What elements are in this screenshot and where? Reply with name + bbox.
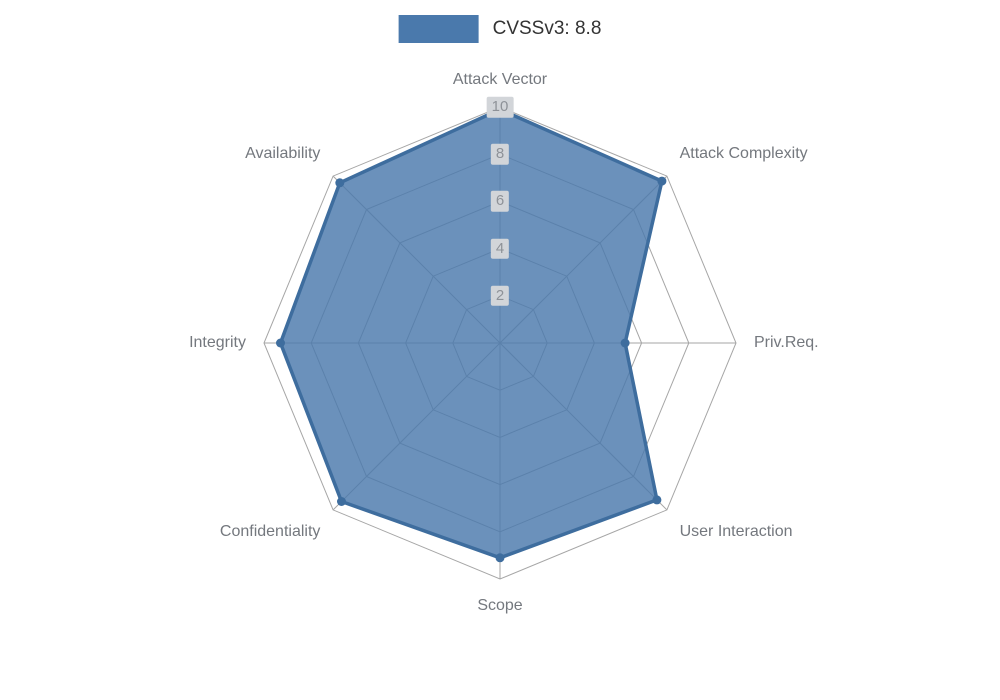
series-point [276, 338, 285, 348]
series-point [337, 497, 346, 506]
series-point [495, 104, 505, 114]
legend-swatch-icon [398, 15, 479, 43]
legend-item[interactable]: CVSSv3: 8.8 [398, 15, 602, 43]
series-point [652, 495, 662, 505]
series-point [620, 338, 630, 348]
series-area [278, 107, 664, 560]
series-point [335, 178, 345, 188]
series-point [657, 176, 667, 186]
series-point [495, 553, 505, 563]
legend-label: CVSSv3: 8.8 [492, 18, 602, 39]
